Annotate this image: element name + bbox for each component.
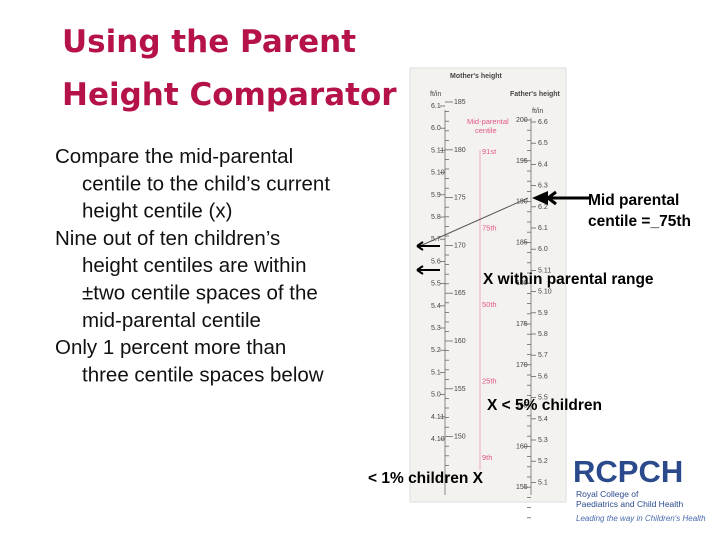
bullet-line: centile to the child’s current bbox=[82, 172, 330, 195]
mother-ftin: 6.1 bbox=[431, 103, 441, 110]
father-ftin: 5.11 bbox=[538, 267, 551, 274]
mother-ftin: 5.7 bbox=[431, 236, 441, 243]
bullet-line: Compare the mid-parental bbox=[55, 145, 293, 168]
bullet-line: height centile (x) bbox=[82, 200, 232, 223]
mother-cm: 185 bbox=[454, 99, 466, 106]
mother-ftin: 5.6 bbox=[431, 258, 441, 265]
father-ftin: 5.1 bbox=[538, 479, 548, 486]
mother-ftin: 4.10 bbox=[431, 436, 445, 443]
father-heading: Father's height bbox=[510, 91, 561, 98]
join-line bbox=[419, 197, 529, 247]
unit: ft/in bbox=[430, 91, 441, 98]
annotation: Mid parental bbox=[588, 192, 679, 209]
father-cm: 170 bbox=[516, 362, 528, 369]
logo-tagline: Leading the way in Children's Health bbox=[576, 514, 706, 523]
centile-label: 50th bbox=[482, 300, 497, 309]
father-cm: 160 bbox=[516, 443, 528, 450]
arrow bbox=[416, 241, 440, 251]
father-ftin: 5.2 bbox=[538, 458, 548, 465]
father-ftin: 5.3 bbox=[538, 437, 548, 444]
mid-heading: centile bbox=[475, 126, 497, 135]
arrow bbox=[547, 190, 590, 206]
centile-label: 25th bbox=[482, 377, 497, 386]
mother-ftin: 5.2 bbox=[431, 347, 441, 354]
centile-label: 91st bbox=[482, 147, 497, 156]
arrow-head bbox=[532, 191, 548, 205]
father-ftin: 6.0 bbox=[538, 246, 548, 253]
father-ftin: 5.4 bbox=[538, 416, 548, 423]
mother-cm: 175 bbox=[454, 195, 466, 202]
father-ftin: 5.6 bbox=[538, 373, 548, 380]
unit: ft/in bbox=[532, 108, 543, 115]
bullet-line: Only 1 percent more than bbox=[55, 336, 286, 359]
father-cm: 165 bbox=[516, 403, 528, 410]
father-ftin: 6.1 bbox=[538, 225, 548, 232]
father-ftin: 5.9 bbox=[538, 310, 548, 317]
bullet-line: mid-parental centile bbox=[82, 309, 261, 332]
mid-heading: Mid-parental bbox=[467, 117, 509, 126]
bullet-line: ±two centile spaces of the bbox=[82, 282, 318, 305]
father-ftin: 5.7 bbox=[538, 352, 548, 359]
father-cm: 185 bbox=[516, 239, 528, 246]
father-ftin: 6.2 bbox=[538, 204, 548, 211]
mother-cm: 160 bbox=[454, 338, 466, 345]
mother-cm: 180 bbox=[454, 147, 466, 154]
mother-ftin: 4.11 bbox=[431, 414, 444, 421]
father-cm: 200 bbox=[516, 117, 528, 124]
annotation: centile =_75th bbox=[588, 213, 691, 230]
mother-cm: 155 bbox=[454, 386, 466, 393]
mother-ftin: 6.0 bbox=[431, 125, 441, 132]
logo-name: RCPCH bbox=[573, 454, 683, 489]
mother-ftin: 5.0 bbox=[431, 392, 441, 399]
father-ftin: 6.3 bbox=[538, 183, 548, 190]
bullet-line: three centile spaces below bbox=[82, 363, 324, 386]
logo-line: Royal College of bbox=[576, 489, 639, 499]
mother-cm: 170 bbox=[454, 242, 466, 249]
father-ftin: 5.10 bbox=[538, 289, 552, 296]
annotation: X within parental range bbox=[483, 271, 654, 288]
father-ftin: 6.6 bbox=[538, 119, 548, 126]
father-ftin: 6.5 bbox=[538, 140, 548, 147]
mother-ftin: 5.8 bbox=[431, 214, 441, 221]
centile-label: 75th bbox=[482, 224, 497, 233]
father-cm: 175 bbox=[516, 321, 528, 328]
annotation: < 1% children X bbox=[368, 470, 484, 487]
mother-ftin: 5.5 bbox=[431, 281, 441, 288]
father-ftin: 5.8 bbox=[538, 331, 548, 338]
centile-label: 9th bbox=[482, 453, 492, 462]
bullet-line: height centiles are within bbox=[82, 254, 307, 277]
comparator-labels: Mother's height Father's height ft/in ft/in… bbox=[430, 73, 561, 519]
bullet-list: Compare the mid-parental centile to the c… bbox=[55, 145, 330, 386]
father-cm: 190 bbox=[516, 199, 528, 206]
title-line: Using the Parent bbox=[62, 24, 356, 60]
annotation: X < 5% children bbox=[487, 397, 602, 414]
mother-ftin: 5.9 bbox=[431, 192, 441, 199]
father-cm: 195 bbox=[516, 158, 528, 165]
mother-ftin: 5.4 bbox=[431, 303, 441, 310]
mother-ftin: 5.11 bbox=[431, 147, 444, 154]
bullet-line: Nine out of ten children’s bbox=[55, 227, 280, 250]
father-ftin: 6.4 bbox=[538, 161, 548, 168]
mother-ftin: 5.1 bbox=[431, 369, 441, 376]
father-ftin: 5.5 bbox=[538, 395, 548, 402]
father-cm: 155 bbox=[516, 484, 528, 491]
mother-heading: Mother's height bbox=[450, 73, 502, 80]
comparator-image bbox=[409, 67, 567, 503]
logo-line: Paediatrics and Child Health bbox=[576, 499, 684, 509]
mother-ftin: 5.10 bbox=[431, 170, 445, 177]
title-line: Height Comparator bbox=[62, 77, 397, 113]
mother-cm: 150 bbox=[454, 434, 466, 441]
mother-cm: 165 bbox=[454, 290, 466, 297]
father-cm: 180 bbox=[516, 280, 528, 287]
arrow bbox=[416, 265, 440, 275]
mother-ftin: 5.3 bbox=[431, 325, 441, 332]
